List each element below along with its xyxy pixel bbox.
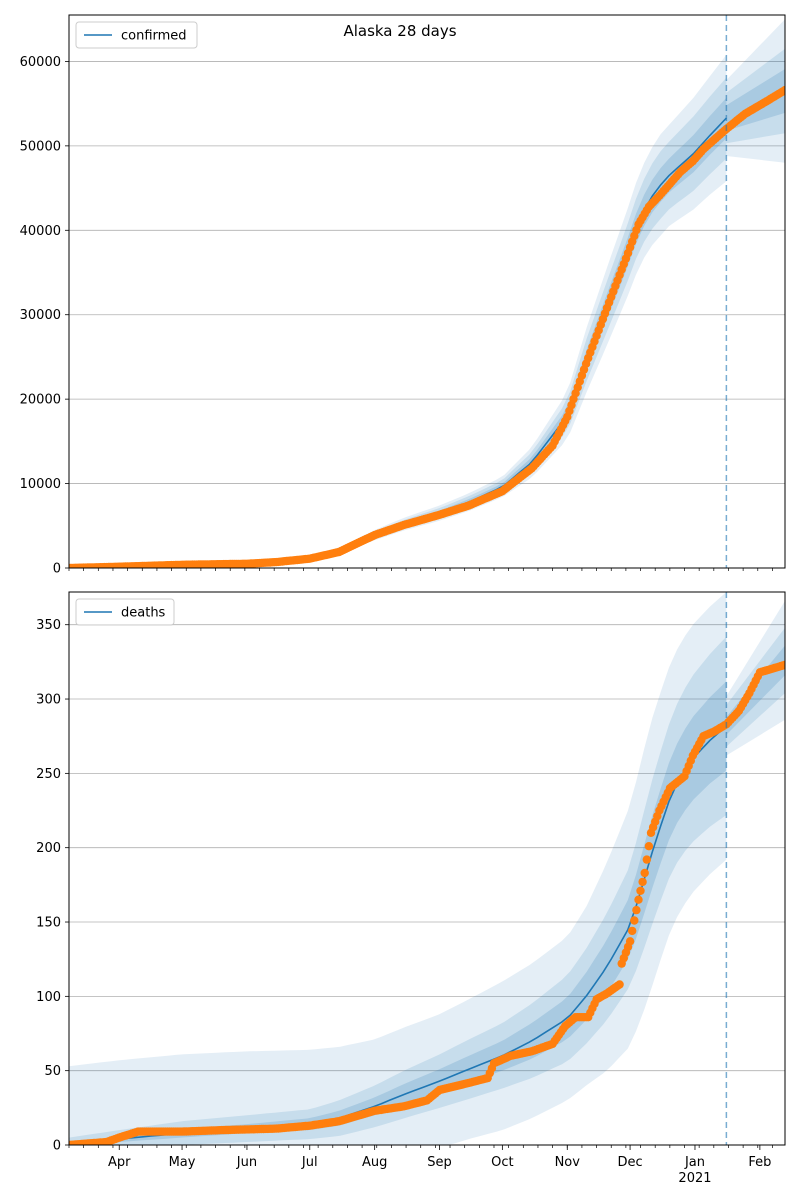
model-line	[69, 117, 727, 568]
x-tick-label: Dec	[617, 1155, 642, 1170]
model-band-inner	[69, 97, 727, 568]
y-tick-label: 20000	[20, 393, 61, 408]
observed-point	[638, 877, 647, 887]
y-tick-label: 50000	[20, 139, 61, 154]
panel-top: 0 10000 20000 30000 40000 50000 60000 confirmed	[20, 14, 786, 577]
legend-box	[75, 598, 175, 626]
observed-point	[632, 905, 641, 915]
observed-point	[780, 660, 785, 669]
y-tick-label: 200	[36, 841, 61, 856]
observed-point	[640, 868, 649, 878]
x-tick-label: Jun	[236, 1155, 257, 1170]
model-band-outer	[69, 54, 727, 568]
x-tick-label: Nov	[555, 1155, 581, 1170]
y-tick-label: 250	[36, 767, 61, 782]
x-tick-label: Oct	[491, 1155, 513, 1170]
observed-point	[644, 842, 654, 851]
forecast-band-outer	[726, 19, 785, 163]
x-tick-label: 2021	[678, 1171, 711, 1186]
model-band-mid	[69, 636, 727, 1145]
legend-label: deaths	[121, 606, 166, 621]
plot-frame	[68, 14, 786, 569]
chart-title: Alaska 28 days	[343, 22, 457, 40]
plot-area	[69, 592, 785, 1145]
y-tick-label: 30000	[20, 308, 61, 323]
y-tick-label: 0	[53, 562, 61, 577]
model-band-mid	[69, 77, 727, 568]
y-tick-label: 350	[36, 618, 61, 633]
observed-point	[615, 980, 624, 989]
plot-area	[69, 19, 785, 568]
observed-point	[636, 886, 645, 895]
observed-point	[625, 937, 635, 946]
x-tick-label: Jul	[301, 1155, 318, 1170]
x-tick-label: Jan	[684, 1155, 705, 1170]
observed-point	[780, 85, 785, 95]
x-tick-label: Sep	[427, 1155, 452, 1170]
plot-frame	[68, 591, 786, 1146]
y-tick-label: 10000	[20, 477, 61, 492]
legend: deaths	[75, 598, 175, 626]
y-tick-label: 150	[36, 916, 61, 931]
observed-point	[630, 916, 639, 925]
x-tick-label: May	[169, 1155, 196, 1170]
y-tick-label: 0	[53, 1139, 61, 1154]
observed-point	[642, 855, 651, 864]
legend-label: confirmed	[121, 29, 187, 44]
x-tick-label: Aug	[362, 1155, 387, 1170]
y-tick-label: 60000	[20, 55, 61, 70]
legend: confirmed	[75, 21, 198, 49]
panel-bottom: 0 50 100 150 200 250 300 350 Apr May Jun Jul Aug Sep O…	[36, 591, 786, 1186]
x-tick-label: Feb	[748, 1155, 771, 1170]
observed-point	[634, 895, 643, 904]
y-tick-label: 50	[44, 1064, 61, 1079]
x-tick-label: Apr	[108, 1155, 131, 1170]
y-tick-label: 300	[36, 693, 61, 708]
legend-box	[75, 21, 198, 49]
y-tick-label: 40000	[20, 224, 61, 239]
model-band-outer	[69, 592, 727, 1145]
y-tick-label: 100	[36, 990, 61, 1005]
observed-point	[628, 926, 637, 936]
